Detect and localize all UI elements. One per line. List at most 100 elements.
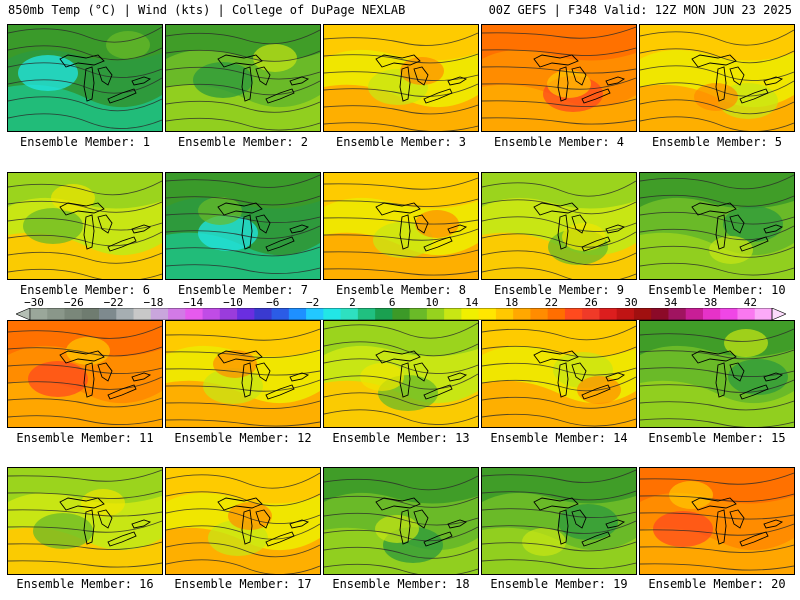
colorbar-swatch [357,308,376,320]
temperature-colorbar [16,308,786,320]
colorbar-swatch [47,308,65,320]
ensemble-member-label: Ensemble Member: 4 [493,135,625,149]
colorbar-swatch [306,308,324,320]
model-run-info: 00Z GEFS | F348 Valid: 12Z MON JUN 23 20… [488,3,792,17]
ensemble-member-map [639,467,795,575]
colorbar-tick-label: 22 [544,296,559,309]
temperature-field-map [324,468,478,574]
ensemble-member-map [7,172,163,280]
ensemble-member-map [165,320,321,428]
temperature-field-map [166,173,320,279]
ensemble-member-label: Ensemble Member: 9 [493,283,625,297]
colorbar-swatch [30,308,48,320]
ensemble-member-label: Ensemble Member: 13 [332,431,470,445]
colorbar-swatch [133,308,152,320]
temperature-field-map [324,173,478,279]
ensemble-member-map [165,172,321,280]
temperature-field-map [640,468,794,574]
temperature-field-map [640,173,794,279]
colorbar-swatch [150,308,169,320]
colorbar-swatch [237,308,255,320]
colorbar-tick-label: −22 [103,296,124,309]
ensemble-member-label: Ensemble Member: 1 [19,135,151,149]
ensemble-member-label: Ensemble Member: 19 [490,577,628,591]
colorbar-swatch [582,308,600,320]
colorbar-tick-label: −18 [143,296,164,309]
ensemble-member-label: Ensemble Member: 16 [16,577,154,591]
colorbar-swatch [271,308,290,320]
colorbar-swatch [340,308,359,320]
colorbar-swatch [530,308,549,320]
ensemble-member-label: Ensemble Member: 12 [174,431,312,445]
ensemble-member-label: Ensemble Member: 14 [490,431,628,445]
colorbar-swatch [495,308,514,320]
colorbar-tick-label: 30 [624,296,638,309]
colorbar-tick-label: −30 [24,296,44,309]
colorbar-swatch [409,308,428,320]
temperature-field-map [482,321,636,427]
temperature-field-map [640,25,794,131]
temperature-field-map [482,25,636,131]
colorbar-tick-label: 18 [504,296,519,309]
colorbar-swatch [254,308,272,320]
colorbar-swatch [720,308,738,320]
colorbar-swatch [219,308,238,320]
temperature-field-map [166,321,320,427]
ensemble-member-map [7,320,163,428]
ensemble-member-map [7,24,163,132]
ensemble-member-label: Ensemble Member: 6 [19,283,151,297]
colorbar-tick-label: 10 [425,296,439,309]
ensemble-member-map [323,172,479,280]
colorbar-tick-label: 2 [349,296,356,309]
ensemble-member-label: Ensemble Member: 11 [16,431,154,445]
colorbar-swatch [81,308,100,320]
ensemble-member-label: Ensemble Member: 17 [174,577,312,591]
temperature-field-map [166,25,320,131]
colorbar-tick-label: 6 [388,296,396,309]
temperature-field-map [324,25,478,131]
ensemble-member-map [481,172,637,280]
colorbar-swatch [168,308,186,320]
ensemble-member-label: Ensemble Member: 8 [335,283,467,297]
colorbar-tick-label: 42 [743,296,758,309]
temperature-field-map [8,173,162,279]
ensemble-member-map [323,467,479,575]
temperature-field-map [482,173,636,279]
colorbar-swatch [185,308,203,320]
colorbar-tick-label: −14 [183,296,204,309]
ensemble-member-label: Ensemble Member: 3 [335,135,467,149]
ensemble-member-map [481,467,637,575]
colorbar-swatch [444,308,462,320]
ensemble-member-map [481,320,637,428]
ensemble-member-map [7,467,163,575]
colorbar-tick-label: 38 [703,296,718,309]
colorbar-swatch [564,308,583,320]
temperature-field-map [482,468,636,574]
colorbar-swatch [599,308,618,320]
ensemble-member-map [639,172,795,280]
colorbar-swatch [737,308,756,320]
ensemble-member-map [165,467,321,575]
colorbar-tick-label: −2 [305,296,320,309]
ensemble-member-map [165,24,321,132]
ensemble-member-label: Ensemble Member: 7 [177,283,309,297]
ensemble-member-map [481,24,637,132]
colorbar-swatch [288,308,307,320]
ensemble-member-label: Ensemble Member: 15 [648,431,786,445]
ensemble-member-map [323,24,479,132]
ensemble-member-label: Ensemble Member: 5 [651,135,783,149]
colorbar-swatch [754,308,773,320]
ensemble-member-label: Ensemble Member: 10 [648,283,786,297]
colorbar-min-arrow [16,308,31,320]
temperature-field-map [8,468,162,574]
colorbar-swatch [461,308,480,320]
colorbar-tick-label: 14 [465,296,479,309]
ensemble-member-label: Ensemble Member: 18 [332,577,470,591]
colorbar-swatch [616,308,635,320]
colorbar-swatch [478,308,497,320]
colorbar-swatch [513,308,531,320]
colorbar-swatch [99,308,117,320]
colorbar-swatch [426,308,445,320]
temperature-field-map [166,468,320,574]
colorbar-swatch [702,308,721,320]
